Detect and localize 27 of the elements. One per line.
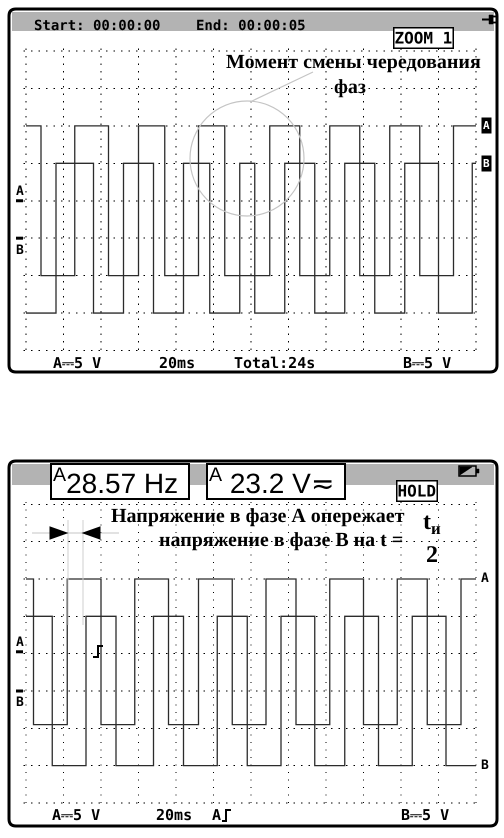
text: Total:24s	[234, 354, 316, 372]
text: B	[16, 243, 24, 258]
text: A	[16, 184, 24, 199]
text: A⎓5 V	[52, 806, 100, 824]
text: A⎓5 V	[53, 354, 102, 372]
text: A	[212, 806, 222, 824]
text: A	[16, 635, 24, 650]
text: Момент смены чередования	[226, 51, 481, 73]
text: t$_{и}$	[423, 509, 441, 538]
text: HOLD	[398, 482, 436, 500]
text: 20ms	[159, 354, 196, 372]
series-label: A	[481, 571, 489, 586]
text: B	[16, 695, 24, 710]
text: End: 00:00:05	[196, 18, 306, 34]
text: $^{A}$28.57 Hz	[53, 464, 178, 499]
text: B⎓5 V	[403, 354, 452, 372]
text: Напряжение в фазе А опережает	[111, 505, 405, 527]
text: 20ms	[156, 806, 192, 824]
text: B⎓5 V	[401, 806, 450, 824]
text: $^{A}$ 23.2 V≂	[209, 464, 334, 499]
text: Start: 00:00:00	[34, 18, 160, 34]
series-label: B	[483, 157, 490, 170]
text: ZOOM 1	[394, 28, 452, 48]
text: 2	[426, 542, 438, 568]
series-label: B	[481, 758, 489, 773]
text: фаз	[334, 76, 366, 98]
series-label: A	[483, 119, 490, 132]
